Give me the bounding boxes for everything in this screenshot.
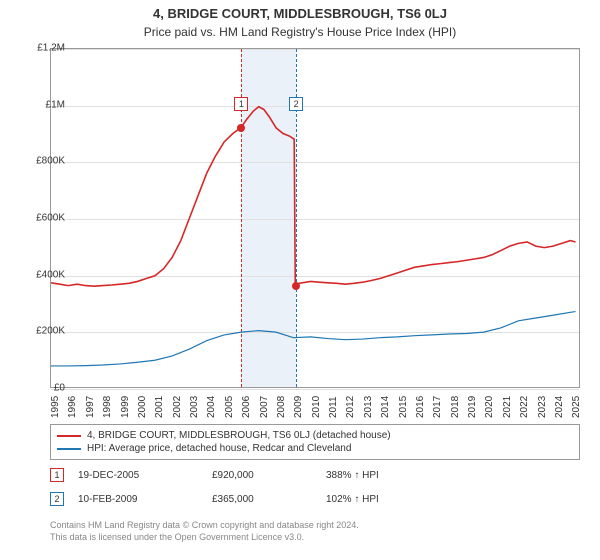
event-pct-1: 388% ↑ HPI	[326, 470, 379, 481]
y-axis-label: £600K	[25, 213, 65, 224]
x-axis-label: 2000	[137, 396, 148, 418]
x-axis-label: 1998	[102, 396, 113, 418]
x-axis-label: 2014	[380, 396, 391, 418]
event-row-1: 1 19-DEC-2005 £920,000 388% ↑ HPI	[50, 468, 580, 482]
x-axis-label: 2018	[450, 396, 461, 418]
chart-marker: 1	[234, 97, 248, 111]
y-axis-label: £400K	[25, 269, 65, 280]
x-axis-label: 2011	[328, 396, 339, 418]
x-axis-label: 2016	[415, 396, 426, 418]
x-axis-label: 1997	[85, 396, 96, 418]
event-date-1: 19-DEC-2005	[78, 470, 198, 481]
legend-item: 4, BRIDGE COURT, MIDDLESBROUGH, TS6 0LJ …	[57, 429, 573, 442]
event-marker-1: 1	[50, 468, 64, 482]
event-price-1: £920,000	[212, 470, 312, 481]
page-title: 4, BRIDGE COURT, MIDDLESBROUGH, TS6 0LJ	[0, 0, 600, 21]
x-axis-label: 2019	[467, 396, 478, 418]
event-row-2: 2 10-FEB-2009 £365,000 102% ↑ HPI	[50, 492, 580, 506]
x-axis-label: 2023	[537, 396, 548, 418]
chart-marker: 2	[289, 97, 303, 111]
x-axis-label: 2006	[241, 396, 252, 418]
y-axis-label: £1.2M	[25, 43, 65, 54]
legend-item: HPI: Average price, detached house, Redc…	[57, 442, 573, 455]
y-axis-label: £200K	[25, 326, 65, 337]
footer-text: Contains HM Land Registry data © Crown c…	[50, 520, 580, 543]
x-axis-label: 1995	[50, 396, 61, 418]
x-axis-label: 1999	[120, 396, 131, 418]
page-subtitle: Price paid vs. HM Land Registry's House …	[0, 21, 600, 39]
event-pct-2: 102% ↑ HPI	[326, 494, 379, 505]
chart-legend: 4, BRIDGE COURT, MIDDLESBROUGH, TS6 0LJ …	[50, 424, 580, 460]
x-axis-label: 2001	[154, 396, 165, 418]
chart-plot-area: 12	[50, 48, 580, 388]
x-axis-label: 1996	[67, 396, 78, 418]
footer-line-1: Contains HM Land Registry data © Crown c…	[50, 520, 580, 532]
event-price-2: £365,000	[212, 494, 312, 505]
x-axis-label: 2007	[259, 396, 270, 418]
event-marker-2: 2	[50, 492, 64, 506]
x-axis-label: 2010	[311, 396, 322, 418]
data-point-dot	[292, 282, 300, 290]
y-axis-label: £1M	[25, 99, 65, 110]
x-axis-label: 2003	[189, 396, 200, 418]
data-point-dot	[237, 124, 245, 132]
x-axis-label: 2015	[398, 396, 409, 418]
x-axis-label: 2024	[554, 396, 565, 418]
x-axis-label: 2012	[345, 396, 356, 418]
x-axis-label: 2013	[363, 396, 374, 418]
y-axis-label: £800K	[25, 156, 65, 167]
x-axis-label: 2022	[519, 396, 530, 418]
x-axis-label: 2009	[293, 396, 304, 418]
x-axis-label: 2005	[224, 396, 235, 418]
x-axis-label: 2017	[432, 396, 443, 418]
x-axis-label: 2008	[276, 396, 287, 418]
x-axis-label: 2004	[206, 396, 217, 418]
x-axis-label: 2025	[571, 396, 582, 418]
event-date-2: 10-FEB-2009	[78, 494, 198, 505]
x-axis-label: 2020	[484, 396, 495, 418]
y-axis-label: £0	[25, 383, 65, 394]
x-axis-label: 2021	[502, 396, 513, 418]
x-axis-label: 2002	[172, 396, 183, 418]
footer-line-2: This data is licensed under the Open Gov…	[50, 532, 580, 544]
